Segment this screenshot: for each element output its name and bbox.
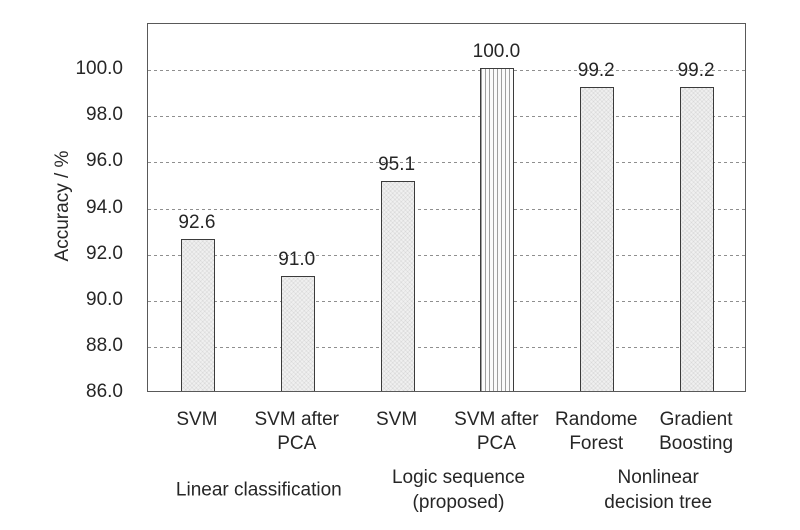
bar-svm-after-pca [280,275,315,391]
bar-value-label: 99.2 [577,59,615,81]
gridline [148,116,745,118]
bar-value-label: 92.6 [178,211,216,233]
x-category-label: SVM [375,409,418,430]
y-tick-label: 94.0 [86,196,123,218]
bar-value-label: 99.2 [677,59,715,81]
group-label: Linear classification [175,479,342,501]
bar-svm [180,238,215,391]
group-label: Logic sequence (proposed) [391,467,526,513]
bar-svm [380,181,415,391]
gridline [148,254,745,256]
bar-svm-after-pca [480,68,515,391]
bar-value-label: 91.0 [278,248,316,270]
group-label: Nonlinear decision tree [604,467,713,513]
gridline [148,346,745,348]
gridline [148,300,745,302]
y-tick-label: 88.0 [86,334,123,356]
plot-area [147,23,746,392]
bar-value-label: 95.1 [378,154,416,176]
gridline [148,162,745,164]
y-tick-label: 86.0 [86,381,123,402]
bar-gradient-boosting [680,86,715,391]
y-tick-label: 100.0 [75,58,123,80]
x-category-label: Gradient Boosting [659,409,734,454]
gridline [148,70,745,72]
y-tick-label: 92.0 [86,242,123,264]
x-category-label: SVM [176,409,218,430]
x-category-label: SVM after PCA [454,409,539,454]
y-tick-label: 98.0 [86,104,123,126]
y-tick-label: 90.0 [86,288,123,310]
gridline [148,208,745,210]
bar-randome-forest [580,86,615,391]
y-tick-label: 96.0 [86,150,123,172]
x-category-label: SVM after PCA [254,409,339,454]
x-category-label: Randome Forest [555,409,638,454]
bar-value-label: 100.0 [472,41,521,63]
